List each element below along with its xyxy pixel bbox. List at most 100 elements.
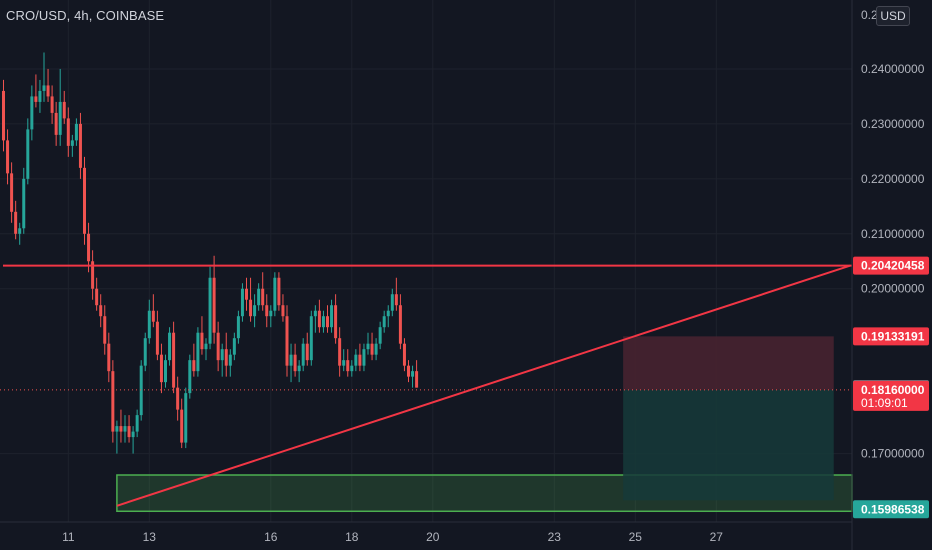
candle-body xyxy=(398,305,402,344)
drawing-lines xyxy=(0,264,852,507)
candle-body xyxy=(184,393,188,443)
candle-body xyxy=(350,365,354,372)
price-axis-label: 0.20000000 xyxy=(861,282,925,296)
candle-body xyxy=(346,360,350,372)
price-axis-label: 0.17000000 xyxy=(861,447,925,461)
candle-body xyxy=(390,294,394,311)
candle-body xyxy=(285,316,289,366)
price-axis-label: 0.23000000 xyxy=(861,117,925,131)
time-axis-label: 27 xyxy=(710,530,724,544)
trend-line xyxy=(116,264,851,507)
candle-body xyxy=(281,305,285,317)
candle-body xyxy=(127,426,131,438)
candle-body xyxy=(155,321,159,355)
candle-body xyxy=(10,173,14,212)
price-axis-label-top: 0.2 xyxy=(861,8,878,22)
candle-body xyxy=(407,365,410,377)
candle-body xyxy=(265,305,269,317)
candles xyxy=(2,52,419,454)
candle-body xyxy=(402,343,406,366)
candle-body xyxy=(91,261,95,289)
candle-body xyxy=(321,316,325,328)
symbol-title: CRO/USD, 4h, COINBASE xyxy=(6,8,165,23)
candle-body xyxy=(83,167,86,234)
candle-body xyxy=(293,354,297,372)
candle-body xyxy=(253,305,257,317)
candle-body xyxy=(330,305,334,328)
candle-body xyxy=(200,332,204,350)
candle-body xyxy=(188,360,192,394)
candle-body xyxy=(334,305,338,339)
candle-body xyxy=(135,415,139,432)
price-tag-value: 0.15986538 xyxy=(861,502,925,516)
candle-body xyxy=(277,277,281,306)
take-profit-zone xyxy=(623,389,834,501)
candle-body xyxy=(54,112,58,135)
candle-body xyxy=(257,288,261,306)
candle-body xyxy=(245,288,248,300)
candle-body xyxy=(42,85,46,91)
time-axis-label: 13 xyxy=(143,530,157,544)
candle-body xyxy=(411,371,415,377)
candle-body xyxy=(123,426,127,432)
candle-body xyxy=(46,85,50,97)
time-axis-label: 18 xyxy=(345,530,359,544)
candle-body xyxy=(6,140,10,174)
price-axis-label: 0.21000000 xyxy=(861,227,925,241)
candle-body xyxy=(111,371,115,432)
candle-body xyxy=(172,332,176,388)
candle-body xyxy=(326,316,329,328)
candle-body xyxy=(103,316,107,344)
candle-body xyxy=(212,277,216,333)
candle-body xyxy=(301,343,305,366)
candle-body xyxy=(240,288,244,317)
candle-body xyxy=(107,343,111,372)
candle-body xyxy=(70,140,74,146)
candle-body xyxy=(143,338,147,366)
candle-body xyxy=(386,310,390,317)
currency-selector[interactable]: USD xyxy=(876,6,910,26)
candle-body xyxy=(366,343,370,350)
candle-body xyxy=(309,316,313,361)
candle-body xyxy=(74,123,78,141)
candle-body xyxy=(87,233,91,262)
candle-body xyxy=(305,343,309,361)
candle-body xyxy=(26,129,30,179)
candle-body xyxy=(273,277,277,311)
candle-body xyxy=(78,123,82,168)
candle-body xyxy=(66,118,70,146)
candle-body xyxy=(370,343,374,355)
candle-body xyxy=(95,288,99,306)
candle-body xyxy=(354,354,358,366)
candle-body xyxy=(139,365,143,416)
candle-body xyxy=(168,332,172,361)
price-tag xyxy=(853,500,929,519)
candle-body xyxy=(196,332,200,372)
candle-body xyxy=(115,426,119,432)
candle-body xyxy=(58,101,62,135)
time-axis-label: 16 xyxy=(264,530,278,544)
candle-body xyxy=(358,354,362,366)
candle-body xyxy=(415,371,419,388)
candle-body xyxy=(151,310,155,322)
candle-body xyxy=(261,288,265,306)
candle-body xyxy=(22,178,26,229)
time-axis-label: 23 xyxy=(548,530,562,544)
candle-body xyxy=(180,409,184,443)
price-tag-countdown: 01:09:01 xyxy=(861,396,908,410)
candle-body xyxy=(317,310,321,328)
candle-body xyxy=(342,360,346,366)
candle-body xyxy=(208,277,212,344)
price-tag xyxy=(853,380,929,411)
candle-body xyxy=(176,387,180,410)
candle-body xyxy=(50,96,54,113)
candle-body xyxy=(378,327,382,344)
time-axis-label: 20 xyxy=(426,530,440,544)
candle-body xyxy=(192,360,196,372)
candle-body xyxy=(30,96,34,130)
candle-body xyxy=(228,354,232,366)
candle-body xyxy=(159,354,163,383)
candle-body xyxy=(62,101,66,119)
